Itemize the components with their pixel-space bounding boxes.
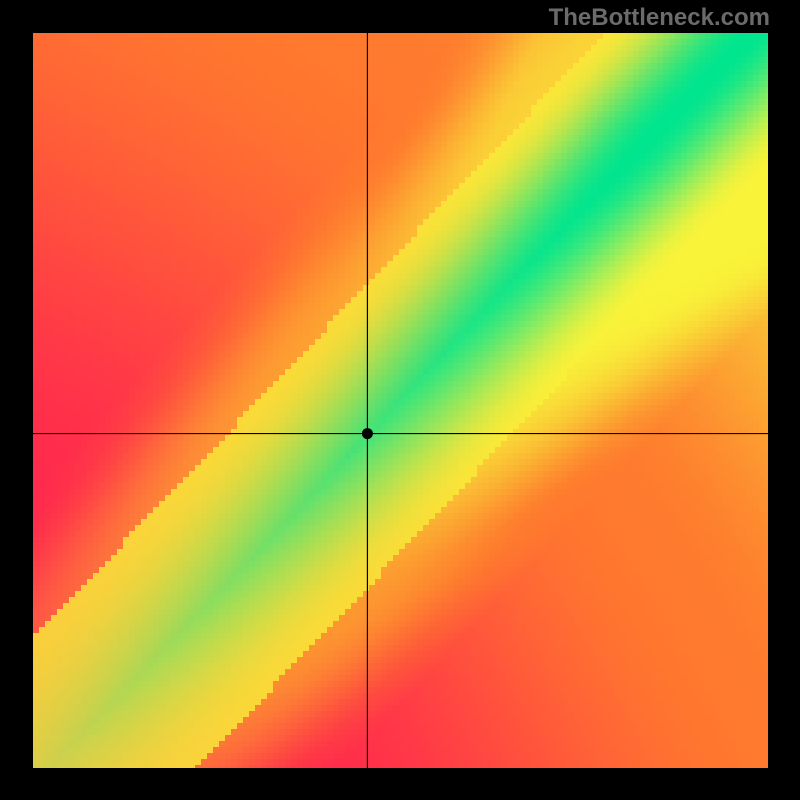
bottleneck-heatmap bbox=[33, 33, 768, 768]
watermark-text: TheBottleneck.com bbox=[549, 4, 770, 32]
chart-container: TheBottleneck.com bbox=[0, 0, 800, 800]
